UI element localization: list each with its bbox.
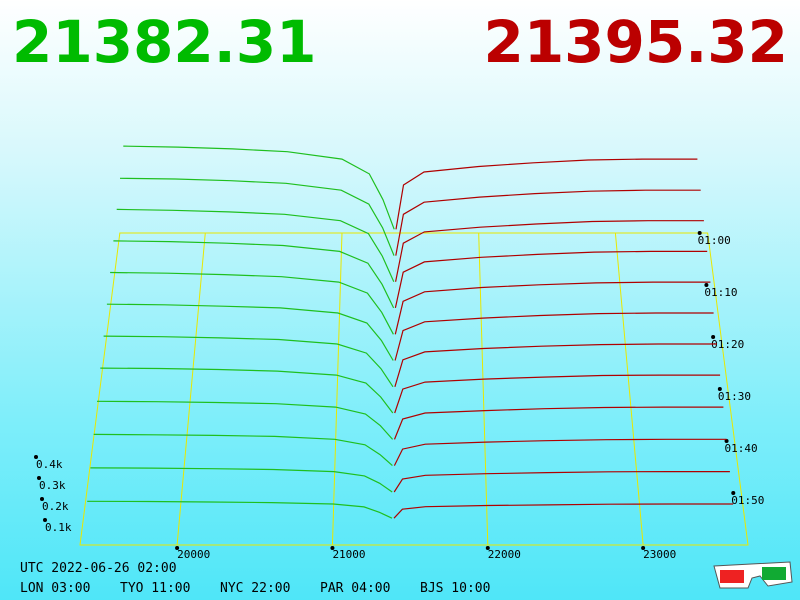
ask-depth-line xyxy=(394,374,721,414)
bid-depth-line xyxy=(103,335,394,388)
t-tick-label: 01:10 xyxy=(704,286,737,299)
t-tick-label: 01:40 xyxy=(725,442,758,455)
t-tick-label: 01:30 xyxy=(718,390,751,403)
ask-depth-line xyxy=(393,471,730,493)
bid-depth-line xyxy=(93,433,393,467)
bid-depth-line xyxy=(106,303,394,361)
floor: 20000 21000 22000 23000 0.1k 0.2k 0.3k 0.4k 01:0… xyxy=(34,145,764,561)
bid-depth-line xyxy=(90,467,393,493)
ask-depth-line xyxy=(393,406,724,440)
clock: UTC 2022-06-26 02:00 xyxy=(20,561,177,576)
x-tick-dot xyxy=(330,546,335,550)
grid-line xyxy=(478,232,489,546)
grid-line xyxy=(176,232,206,546)
glasses-icon[interactable] xyxy=(713,561,793,589)
z-tick-label: 0.2k xyxy=(42,500,69,513)
grid-line xyxy=(331,232,343,546)
x-tick-dot xyxy=(485,546,490,550)
z-tick-dot xyxy=(34,455,38,459)
z-tick-dot xyxy=(43,518,47,522)
bid-depth-line xyxy=(100,367,394,414)
bid-depth-line xyxy=(87,500,393,519)
ask-depth-line xyxy=(393,438,727,466)
ask-depth-line xyxy=(393,503,734,519)
t-tick-dot xyxy=(724,439,729,443)
x-tick-label: 20000 xyxy=(177,548,210,561)
x-tick-dot xyxy=(641,546,646,550)
zone-time: TYO 11:00 xyxy=(120,581,190,596)
bid-depth-line xyxy=(110,271,394,335)
t-tick-label: 01:20 xyxy=(711,338,744,351)
ask-depth-line xyxy=(394,250,708,309)
bid-depth-line xyxy=(96,400,394,440)
zone-time: LON 03:00 xyxy=(20,581,90,596)
x-tick-label: 21000 xyxy=(332,548,365,561)
ask-depth-line xyxy=(395,158,698,230)
zone-time: PAR 04:00 xyxy=(320,581,390,596)
bid-depth-line xyxy=(123,145,395,230)
x-tick-label: 23000 xyxy=(643,548,676,561)
bid-price: 21382.31 xyxy=(12,8,317,76)
bid-depth-line xyxy=(113,240,395,309)
t-tick-dot xyxy=(711,335,716,339)
z-tick-label: 0.1k xyxy=(45,521,72,534)
floor-outline xyxy=(79,232,749,546)
z-tick-dot xyxy=(40,497,44,501)
grid-line xyxy=(614,232,644,546)
t-tick-dot xyxy=(697,231,702,235)
zone-time: NYC 22:00 xyxy=(220,581,290,596)
t-tick-dot xyxy=(731,491,736,495)
x-tick-label: 22000 xyxy=(488,548,521,561)
ask-price: 21395.32 xyxy=(483,8,788,76)
ask-depth-line xyxy=(394,343,717,387)
bid-depth-line xyxy=(116,208,395,283)
z-tick-label: 0.3k xyxy=(39,479,66,492)
t-tick-label: 01:00 xyxy=(698,234,731,247)
ask-depth-line xyxy=(394,281,711,335)
ask-depth-line xyxy=(394,312,714,361)
red-lens xyxy=(720,570,744,583)
z-tick-label: 0.4k xyxy=(36,458,63,471)
t-tick-label: 01:50 xyxy=(731,494,764,507)
bid-depth-line xyxy=(119,177,395,256)
z-tick-dot xyxy=(37,476,41,480)
t-tick-dot xyxy=(704,283,709,287)
x-tick-dot xyxy=(175,546,180,550)
ask-depth-line xyxy=(395,189,701,256)
green-lens xyxy=(762,567,786,580)
zone-time: BJS 10:00 xyxy=(420,581,490,596)
t-tick-dot xyxy=(717,387,722,391)
ask-depth-line xyxy=(395,220,704,282)
